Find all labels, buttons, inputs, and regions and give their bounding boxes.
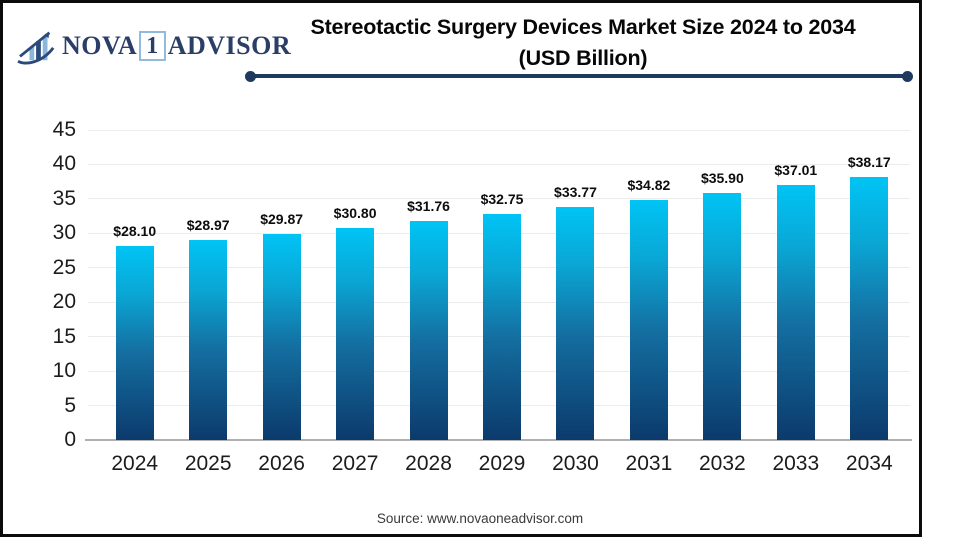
x-tick-label: 2032 <box>699 452 746 475</box>
logo-text: NOVA 1 ADVISOR <box>62 31 291 61</box>
x-tick-label: 2034 <box>845 452 893 475</box>
bar-2027 <box>336 227 375 440</box>
x-axis-line <box>85 439 912 441</box>
bar-2024 <box>115 246 154 440</box>
bar-value-label: $28.97 <box>186 217 230 234</box>
bar-2025 <box>189 240 228 440</box>
x-tick-label: 2025 <box>184 452 232 475</box>
bar-2028 <box>409 221 448 440</box>
bar-2030 <box>556 207 595 440</box>
x-tick-label: 2029 <box>478 452 526 475</box>
nova-one-advisor-logo: NOVA 1 ADVISOR <box>17 27 291 65</box>
gridline <box>88 163 910 165</box>
chart-title-line1: Stereotactic Surgery Devices Market Size… <box>310 15 856 39</box>
x-tick-label: 2027 <box>331 452 379 475</box>
y-tick-label: 35 <box>52 186 76 210</box>
y-tick-label: 0 <box>64 428 76 451</box>
bar-value-label: $28.10 <box>113 223 157 240</box>
x-tick-label: 2031 <box>625 452 673 475</box>
bar-2029 <box>483 214 521 440</box>
gridline <box>88 198 910 200</box>
chart-frame: NOVA 1 ADVISOR Stereotactic Surgery Devi… <box>0 0 922 537</box>
bar-2034 <box>850 177 889 440</box>
bar-value-label: $30.80 <box>333 204 377 221</box>
bar-value-label: $33.77 <box>554 184 597 201</box>
y-tick-label: 25 <box>52 255 76 279</box>
bar-value-label: $31.76 <box>407 198 450 215</box>
y-tick-label: 10 <box>52 359 76 383</box>
bar-2031 <box>629 200 668 440</box>
rule-left-dot <box>245 70 256 82</box>
bar-value-label: $34.82 <box>627 177 671 194</box>
y-tick-label: 30 <box>52 221 76 245</box>
bar-chart-plot: 0 5 10 15 20 25 30 35 40 45 $28.10 2024 $28.97 2025 $2… <box>53 118 912 475</box>
gridline <box>88 129 910 131</box>
x-tick-label: 2030 <box>552 452 599 475</box>
bar-value-label: $38.17 <box>847 154 891 171</box>
title-underline-rule <box>245 70 913 82</box>
y-tick-label: 15 <box>52 324 76 348</box>
y-tick-label: 5 <box>64 393 76 417</box>
bar-value-label: $32.75 <box>480 191 524 208</box>
x-tick-label: 2028 <box>405 452 452 475</box>
bar-value-label: $37.01 <box>774 162 818 179</box>
chart-title: Stereotactic Surgery Devices Market Size… <box>253 12 913 74</box>
bar-value-label: $29.87 <box>260 211 304 228</box>
chart-title-line2: (USD Billion) <box>518 46 648 70</box>
y-tick-label: 20 <box>52 290 76 314</box>
source-attribution: Source: www.novaoneadvisor.com <box>376 511 584 526</box>
logo-text-nova: NOVA <box>62 31 138 60</box>
x-tick-label: 2033 <box>772 452 820 475</box>
rule-right-dot <box>902 70 913 82</box>
bar-2033 <box>776 185 815 440</box>
y-tick-label: 40 <box>52 152 76 176</box>
bar-2026 <box>262 234 301 440</box>
logo-text-advisor: ADVISOR <box>167 31 292 60</box>
logo-one-box: 1 <box>139 31 166 61</box>
bar-value-label: $35.90 <box>700 169 744 186</box>
bar-2032 <box>703 192 742 440</box>
x-tick-label: 2024 <box>111 452 159 475</box>
x-tick-label: 2026 <box>258 452 305 475</box>
y-tick-label: 45 <box>52 118 76 141</box>
bar-chart-logo-icon <box>17 31 55 65</box>
